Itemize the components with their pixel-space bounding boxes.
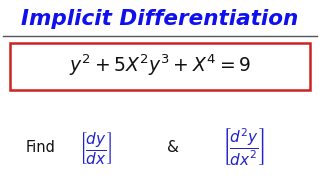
Text: $\left[\dfrac{d^2y}{dx^2}\right]$: $\left[\dfrac{d^2y}{dx^2}\right]$ (222, 127, 265, 168)
Text: $\left[\dfrac{dy}{dx}\right]$: $\left[\dfrac{dy}{dx}\right]$ (79, 130, 113, 166)
Text: $y^2 + 5X^2y^3 + X^4 = 9$: $y^2 + 5X^2y^3 + X^4 = 9$ (69, 53, 251, 78)
FancyBboxPatch shape (10, 43, 310, 90)
Text: &: & (167, 140, 179, 155)
Text: Implicit Differentiation: Implicit Differentiation (21, 9, 299, 29)
Text: Find: Find (26, 140, 55, 155)
